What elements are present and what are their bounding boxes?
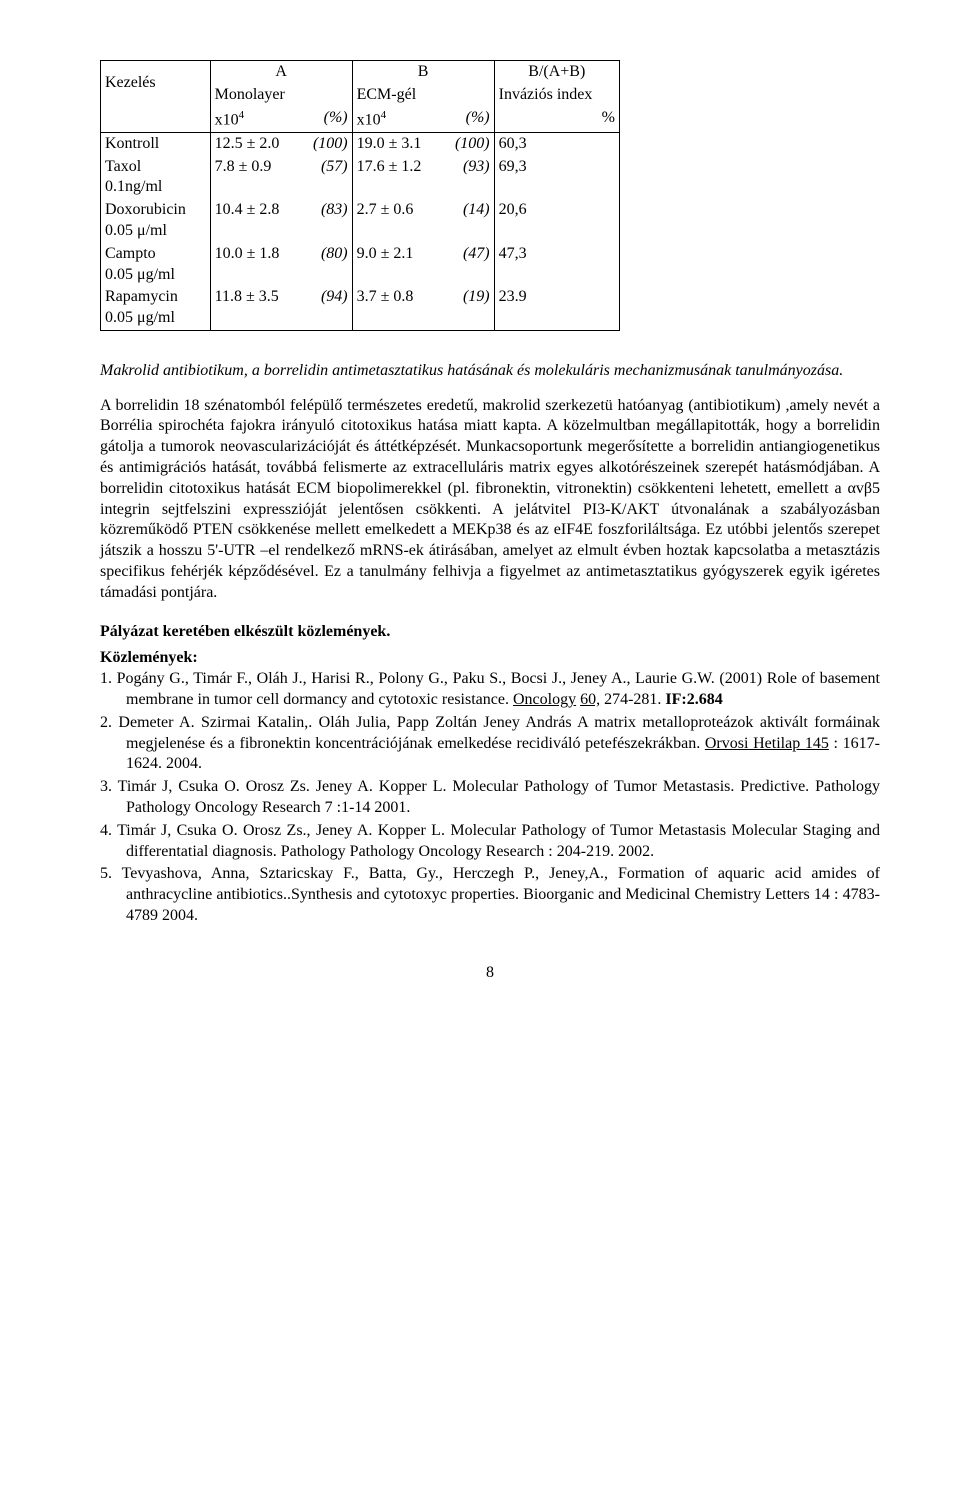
reference-item: 4. Timár J, Csuka O. Orosz Zs., Jeney A.… <box>100 821 880 863</box>
publications-subheading: Közlemények: <box>100 648 880 669</box>
row-c: 69,3 <box>494 156 619 200</box>
table-row: Doxorubicin0.05 μ/ml 10.4 ± 2.8 (83) 2.7… <box>101 199 620 243</box>
table-row: Kontroll 12.5 ± 2.0 (100) 19.0 ± 3.1 (10… <box>101 132 620 155</box>
row-name: Rapamycin0.05 μg/ml <box>101 286 211 330</box>
unit-b2: (%) <box>441 107 494 133</box>
row-b: 2.7 ± 0.6 <box>352 199 441 243</box>
col-sub-c: Inváziós index <box>494 84 619 107</box>
row-ap: (80) <box>299 243 352 287</box>
row-c: 47,3 <box>494 243 619 287</box>
row-name: Doxorubicin0.05 μ/ml <box>101 199 211 243</box>
row-b: 17.6 ± 1.2 <box>352 156 441 200</box>
row-b: 19.0 ± 3.1 <box>352 132 441 155</box>
reference-item: 2. Demeter A. Szirmai Katalin,. Oláh Jul… <box>100 713 880 775</box>
page-number: 8 <box>100 963 880 984</box>
row-a: 7.8 ± 0.9 <box>210 156 299 200</box>
row-a: 10.0 ± 1.8 <box>210 243 299 287</box>
row-bp: (93) <box>441 156 494 200</box>
row-b: 3.7 ± 0.8 <box>352 286 441 330</box>
row-name: Kontroll <box>101 132 211 155</box>
reference-item: 3. Timár J, Csuka O. Orosz Zs. Jeney A. … <box>100 777 880 819</box>
section-title: Makrolid antibiotikum, a borrelidin anti… <box>100 361 880 382</box>
row-a: 11.8 ± 3.5 <box>210 286 299 330</box>
row-name: Taxol0.1ng/ml <box>101 156 211 200</box>
row-b: 9.0 ± 2.1 <box>352 243 441 287</box>
table-row: Rapamycin0.05 μg/ml 11.8 ± 3.5 (94) 3.7 … <box>101 286 620 330</box>
col-sub-a: Monolayer <box>210 84 352 107</box>
row-bp: (100) <box>441 132 494 155</box>
unit-cell <box>101 107 211 133</box>
row-c: 20,6 <box>494 199 619 243</box>
col-header-treatment: Kezelés <box>101 61 211 107</box>
reference-list: 1. Pogány G., Timár F., Oláh J., Harisi … <box>100 669 880 927</box>
reference-item: 1. Pogány G., Timár F., Oláh J., Harisi … <box>100 669 880 711</box>
col-header-a: A <box>210 61 352 84</box>
reference-item: 5. Tevyashova, Anna, Sztaricskay F., Bat… <box>100 864 880 926</box>
col-header-b: B <box>352 61 494 84</box>
row-bp: (47) <box>441 243 494 287</box>
unit-c: % <box>494 107 619 133</box>
col-header-c: B/(A+B) <box>494 61 619 84</box>
col-sub-b: ECM-gél <box>352 84 494 107</box>
table-row: Taxol0.1ng/ml 7.8 ± 0.9 (57) 17.6 ± 1.2 … <box>101 156 620 200</box>
row-c: 60,3 <box>494 132 619 155</box>
unit-a1: x104 <box>210 107 299 133</box>
row-ap: (57) <box>299 156 352 200</box>
row-name: Campto 0.05 μg/ml <box>101 243 211 287</box>
row-ap: (94) <box>299 286 352 330</box>
row-c: 23.9 <box>494 286 619 330</box>
row-a: 10.4 ± 2.8 <box>210 199 299 243</box>
data-table: Kezelés A B B/(A+B) Monolayer ECM-gél In… <box>100 60 620 331</box>
row-ap: (83) <box>299 199 352 243</box>
table-row: Campto 0.05 μg/ml 10.0 ± 1.8 (80) 9.0 ± … <box>101 243 620 287</box>
main-paragraph: A borrelidin 18 szénatomból felépülő ter… <box>100 396 880 604</box>
row-bp: (14) <box>441 199 494 243</box>
row-ap: (100) <box>299 132 352 155</box>
row-bp: (19) <box>441 286 494 330</box>
row-a: 12.5 ± 2.0 <box>210 132 299 155</box>
unit-b1: x104 <box>352 107 441 133</box>
unit-a2: (%) <box>299 107 352 133</box>
publications-heading: Pályázat keretében elkészült közlemények… <box>100 622 880 643</box>
